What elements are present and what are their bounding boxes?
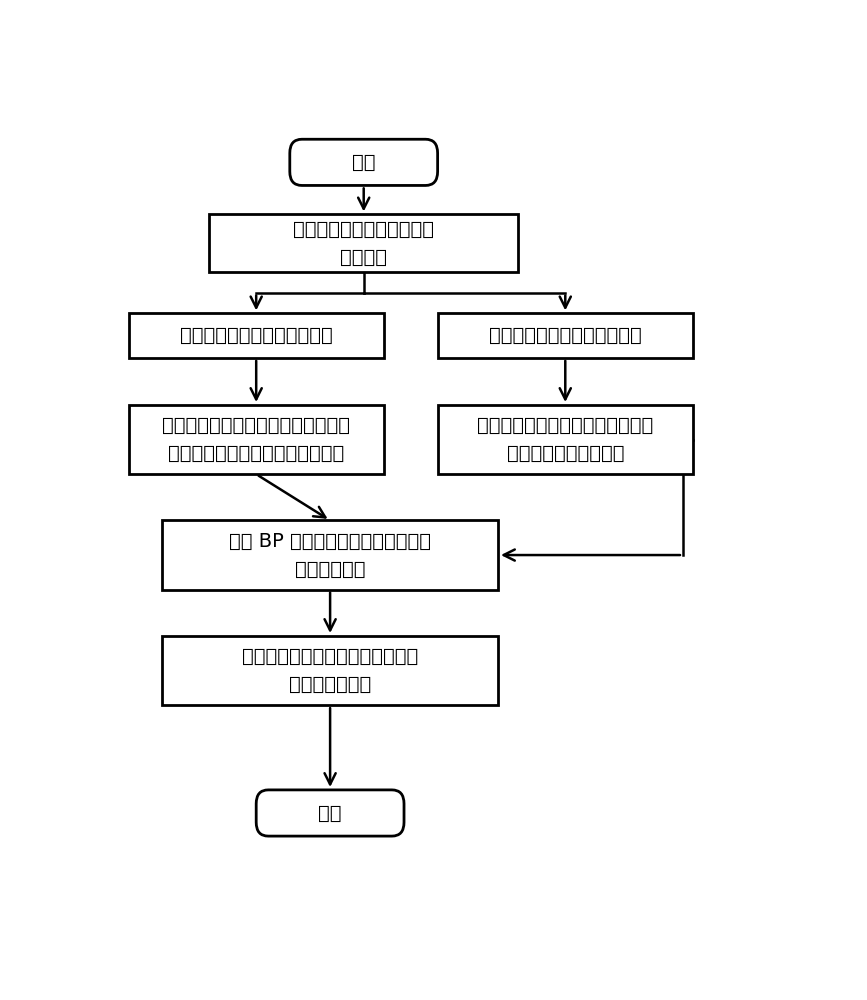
FancyBboxPatch shape — [162, 636, 499, 705]
Text: 创建 BP 神经网络，设置神经网络传
递函数和参数: 创建 BP 神经网络，设置神经网络传 递函数和参数 — [229, 532, 431, 579]
Text: 对测试图像分类识别，判断焊缝表
面焊接质量情况: 对测试图像分类识别，判断焊缝表 面焊接质量情况 — [242, 647, 418, 694]
FancyBboxPatch shape — [438, 405, 693, 474]
Text: 开始: 开始 — [352, 153, 375, 172]
FancyBboxPatch shape — [438, 313, 693, 358]
FancyBboxPatch shape — [209, 214, 518, 272]
Text: 结束: 结束 — [318, 804, 342, 822]
Text: 搭建焊缝表面缺陷识别系统
检测装置: 搭建焊缝表面缺陷识别系统 检测装置 — [293, 220, 434, 267]
FancyBboxPatch shape — [162, 520, 499, 590]
Text: 图像灰度化，提取测试图像的灰度
共生矩阵中的特征参数: 图像灰度化，提取测试图像的灰度 共生矩阵中的特征参数 — [477, 416, 654, 463]
Text: 设置相机参数，采集样本图像: 设置相机参数，采集样本图像 — [179, 326, 333, 345]
FancyBboxPatch shape — [257, 790, 404, 836]
Text: 图像灰度化，提取不同焊接质量样本
图像的灰度共生矩阵中的特征参数: 图像灰度化，提取不同焊接质量样本 图像的灰度共生矩阵中的特征参数 — [162, 416, 350, 463]
FancyBboxPatch shape — [290, 139, 438, 185]
FancyBboxPatch shape — [128, 313, 384, 358]
FancyBboxPatch shape — [128, 405, 384, 474]
Text: 设置相机参数，采集测试图像: 设置相机参数，采集测试图像 — [489, 326, 642, 345]
